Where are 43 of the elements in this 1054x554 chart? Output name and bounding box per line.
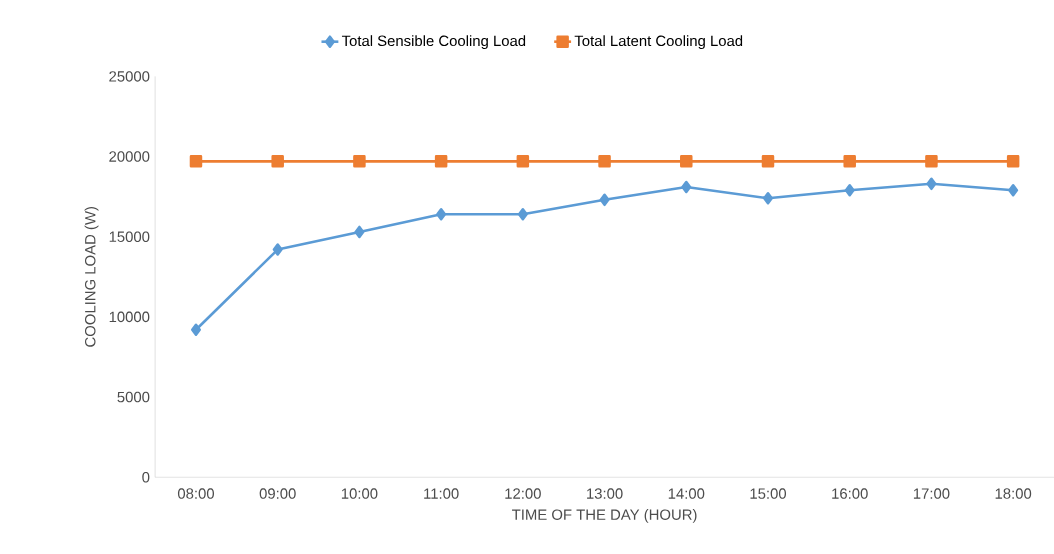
y-tick-label: 20000 (109, 151, 150, 162)
point (680, 155, 693, 168)
point (517, 208, 528, 221)
point (1006, 155, 1020, 168)
x-tick-label: 14:00 (668, 488, 705, 500)
y-axis-title: COOLING LOAD (W) (84, 207, 99, 347)
point (843, 155, 856, 168)
point (925, 155, 938, 168)
y-tick-label: 10000 (109, 311, 150, 323)
point (844, 184, 855, 197)
x-tick-label: 13:00 (587, 488, 623, 500)
x-tick-label: 12:00 (505, 488, 541, 500)
point (353, 155, 366, 168)
x-tick-label: 17:00 (913, 488, 950, 500)
x-tick-label: 10:00 (341, 488, 378, 500)
point (516, 155, 530, 168)
point (761, 155, 775, 168)
point (599, 193, 610, 207)
x-tick-label: 11:00 (424, 488, 459, 500)
point (926, 177, 937, 191)
x-tick-label: 18:00 (995, 488, 1032, 500)
point (190, 323, 201, 337)
y-tick-label: 15000 (109, 231, 150, 243)
x-tick-label: 15:00 (750, 488, 787, 500)
point (681, 180, 692, 194)
point (762, 192, 773, 205)
point (434, 155, 448, 168)
point (189, 155, 203, 168)
x-tick-label: 16:00 (832, 488, 868, 500)
x-axis-title: TIME OF THE DAY (HOUR) (512, 509, 697, 524)
legend-label: Total Latent Cooling Load (574, 35, 743, 50)
point (1008, 184, 1019, 197)
x-tick-label: 08:00 (177, 488, 215, 500)
legend-label: Total Sensible Cooling Load (341, 35, 526, 50)
point (436, 208, 447, 221)
point (598, 155, 611, 168)
y-tick-label: 5000 (117, 391, 150, 403)
point (272, 243, 283, 256)
point (271, 155, 284, 168)
point (354, 225, 365, 239)
y-tick-label: 0 (142, 472, 150, 483)
x-tick-label: 09:00 (259, 488, 296, 500)
y-tick-label: 25000 (109, 71, 150, 82)
